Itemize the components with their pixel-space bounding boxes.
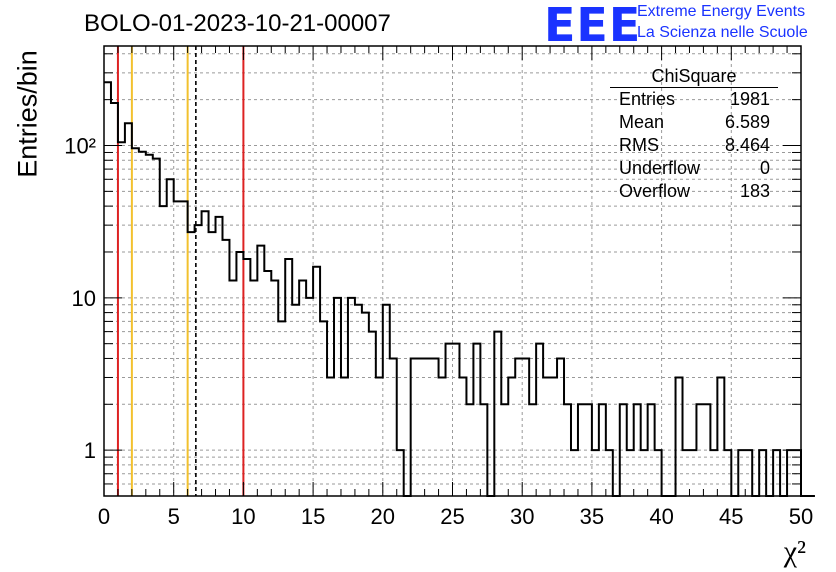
x-tick-label: 40: [649, 504, 673, 529]
x-tick-label: 30: [510, 504, 534, 529]
logo-line-2: La Scienza nelle Scuole: [637, 24, 808, 41]
y-tick-label: 10²: [64, 133, 96, 158]
histogram-bins: [104, 81, 815, 497]
stats-value: 1981: [729, 89, 770, 109]
stats-value: 6.589: [724, 112, 770, 132]
chart-title: BOLO-01-2023-10-21-00007: [84, 10, 391, 37]
grid-lines: [103, 46, 802, 496]
stats-value: 0: [759, 158, 770, 178]
x-axis-label: χ²: [783, 535, 806, 568]
logo-line-1: Extreme Energy Events: [637, 3, 806, 20]
y-tick-label: 1: [84, 438, 96, 463]
stats-title: ChiSquare: [610, 66, 778, 88]
x-tick-label: 15: [301, 504, 325, 529]
stats-row-entries: Entries 1981: [610, 88, 778, 111]
stats-label: Underflow: [619, 158, 701, 178]
eee-logo: EEE: [544, 0, 642, 52]
stats-row-rms: RMS 8.464: [610, 134, 778, 157]
stats-row-overflow: Overflow 183: [610, 180, 778, 203]
stats-row-underflow: Underflow 0: [610, 157, 778, 180]
y-axis-label: Entries/bin: [12, 50, 43, 178]
histogram-outline: [104, 81, 815, 497]
marker-lines: [116, 46, 245, 496]
x-tick-label: 0: [98, 504, 110, 529]
stats-box: ChiSquare Entries 1981 Mean 6.589 RMS 8.…: [610, 66, 778, 203]
x-tick-label: 35: [580, 504, 604, 529]
x-tick-label: 20: [371, 504, 395, 529]
x-tick-label: 10: [231, 504, 255, 529]
stats-value: 183: [739, 181, 770, 201]
stats-value: 8.464: [724, 135, 770, 155]
x-tick-label: 50: [789, 504, 813, 529]
x-tick-label: 25: [440, 504, 464, 529]
stats-row-mean: Mean 6.589: [610, 111, 778, 134]
x-tick-label: 5: [168, 504, 180, 529]
y-tick-label: 10: [72, 286, 96, 311]
stats-label: Mean: [619, 112, 665, 132]
x-tick-label: 45: [719, 504, 743, 529]
axes: 0 5 10 15 20 25 30 35 40 45 50 1 10 10²: [64, 45, 813, 529]
stats-label: RMS: [619, 135, 659, 155]
stats-label: Entries: [619, 89, 676, 109]
stats-label: Overflow: [619, 181, 691, 201]
